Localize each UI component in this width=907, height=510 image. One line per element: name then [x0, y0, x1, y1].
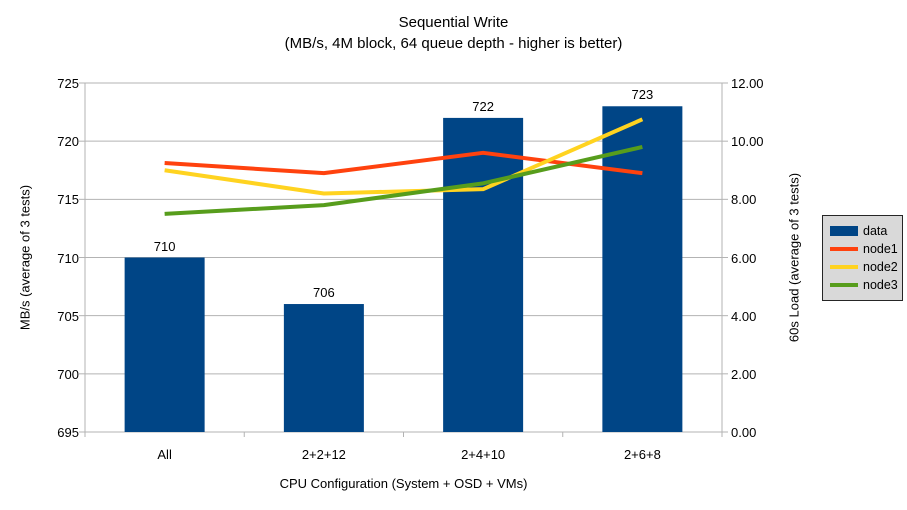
- left-axis-tick-label: 710: [57, 250, 79, 266]
- bar-2+4+10: [443, 117, 524, 433]
- bar-value-label: 723: [631, 87, 654, 103]
- left-axis-tick-label: 700: [57, 366, 79, 382]
- legend-item-node3: node3: [830, 276, 902, 294]
- right-axis-tick-label: 6.00: [731, 250, 757, 266]
- line-series-node2: [164, 117, 644, 196]
- bar-value-label: 710: [153, 238, 176, 254]
- bar-2+6+8: [602, 106, 683, 433]
- right-axis-tick-label: 8.00: [731, 192, 757, 208]
- right-axis-tick-label: 12.00: [731, 76, 764, 91]
- right-axis-tick-label: 2.00: [731, 366, 757, 382]
- left-axis-tick-label: 725: [57, 76, 79, 91]
- line-series-node3: [164, 145, 643, 216]
- left-axis-tick-label: 715: [57, 192, 79, 208]
- legend-label: node1: [863, 242, 898, 256]
- bar-value-label: 722: [472, 98, 494, 114]
- category-label-All: All: [157, 447, 172, 462]
- bar-All: [124, 257, 205, 432]
- category-label-2+4+10: 2+4+10: [461, 447, 506, 462]
- legend-label: data: [863, 224, 888, 238]
- legend-item-node1: node1: [830, 240, 902, 258]
- chart-subtitle: (MB/s, 4M block, 64 queue depth - higher…: [284, 35, 623, 52]
- legend-item-data: data: [830, 222, 902, 240]
- title-block: Sequential Write (MB/s, 4M block, 64 que…: [0, 12, 907, 54]
- x-axis-title: CPU Configuration (System + OSD + VMs): [279, 476, 528, 491]
- left-axis-title: MB/s (average of 3 tests): [17, 184, 33, 330]
- legend-swatch-node2: [830, 265, 858, 269]
- legend-item-node2: node2: [830, 258, 902, 276]
- right-axis-tick-label: 4.00: [731, 308, 757, 324]
- legend-label: node3: [863, 278, 898, 292]
- left-axis-tick-label: 720: [57, 134, 79, 150]
- bar-2+2+12: [283, 304, 364, 432]
- right-axis-title: 60s Load (average of 3 tests): [786, 172, 802, 342]
- legend-label: node2: [863, 260, 898, 274]
- right-axis-tick-label: 10.00: [731, 134, 764, 150]
- bar-value-label: 706: [313, 285, 335, 301]
- legend-swatch-data: [830, 226, 858, 236]
- right-axis-tick-label: 0.00: [731, 425, 757, 440]
- category-label-2+6+8: 2+6+8: [623, 447, 661, 462]
- left-axis-tick-label: 695: [57, 425, 79, 440]
- left-axis-tick-label: 705: [57, 308, 79, 324]
- chart-title: Sequential Write: [398, 14, 509, 31]
- legend-swatch-node3: [830, 283, 858, 287]
- line-series-node1: [164, 150, 643, 176]
- legend: data node1 node2 node3: [822, 215, 903, 301]
- category-label-2+2+12: 2+2+12: [301, 447, 346, 462]
- legend-swatch-node1: [830, 247, 858, 251]
